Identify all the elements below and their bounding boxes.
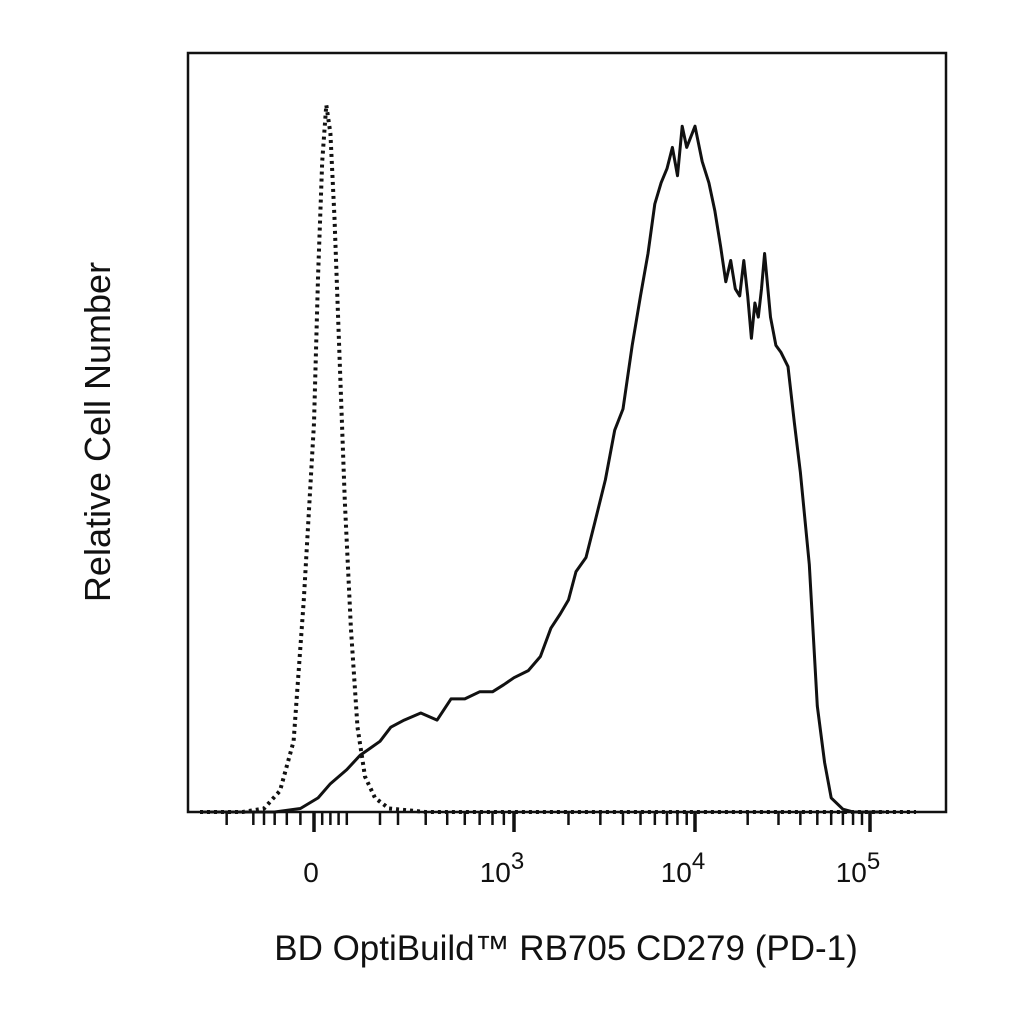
x-tick-label: 0 [303, 857, 319, 888]
stained-sample-histogram [200, 124, 885, 814]
x-tick-label: 105 [836, 848, 881, 888]
x-tick-label-base: 10 [836, 857, 867, 888]
minor-ticks [225, 812, 864, 825]
x-axis-label: BD OptiBuild™ RB705 CD279 (PD-1) [274, 929, 858, 968]
x-tick-label-base: 10 [480, 857, 511, 888]
y-axis-label: Relative Cell Number [77, 262, 118, 602]
x-tick-labels: 0 103 104 105 [303, 848, 880, 888]
plot-frame [186, 51, 948, 814]
x-tick-label-exponent: 4 [692, 848, 705, 875]
x-tick-label-base: 10 [661, 857, 692, 888]
x-tick-label-exponent: 5 [867, 848, 880, 875]
isotype-control-histogram [200, 103, 916, 814]
series-layer [200, 103, 916, 814]
x-tick-label: 103 [480, 848, 525, 888]
major-ticks [312, 812, 872, 832]
x-tick-label: 104 [661, 848, 706, 888]
x-tick-label-exponent: 3 [511, 848, 524, 875]
